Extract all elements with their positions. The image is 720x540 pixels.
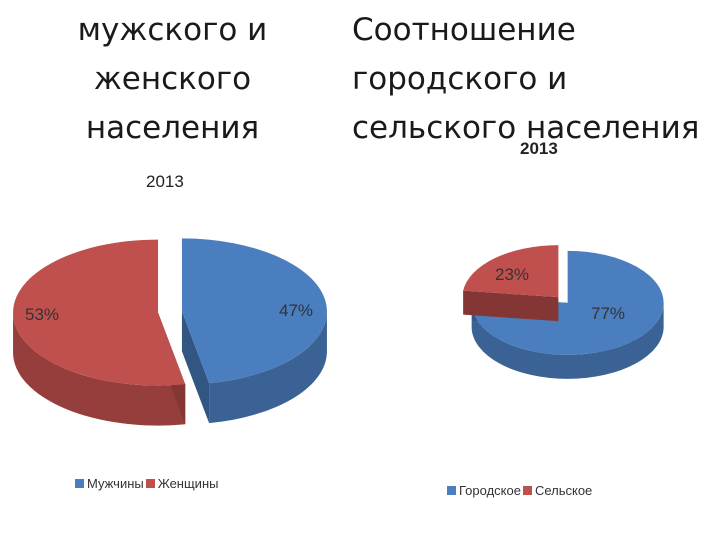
legend-item-urban: Городское bbox=[447, 483, 521, 498]
legend-label-urban: Городское bbox=[459, 483, 521, 498]
legend-item-rural: Сельское bbox=[522, 483, 593, 498]
legend-swatch-rural bbox=[522, 486, 532, 495]
legend-swatch-male bbox=[75, 479, 84, 488]
right-chart-title: Соотношение городского и сельского насел… bbox=[352, 12, 700, 146]
pie-slice-0 bbox=[181, 238, 327, 424]
legend-item-male: Мужчины bbox=[75, 476, 144, 491]
left-chart-title: мужского и женского населения bbox=[77, 12, 268, 146]
pie-data-label-1: 23% bbox=[495, 265, 529, 284]
legend-swatch-urban bbox=[447, 486, 456, 495]
legend-label-female: Женщины bbox=[157, 476, 219, 491]
pie-slice-1 bbox=[463, 245, 559, 322]
left-chart-year: 2013 bbox=[146, 172, 184, 191]
gender-legend: Мужчины Женщины bbox=[75, 476, 220, 491]
pie-slice-1 bbox=[13, 239, 186, 426]
legend-item-female: Женщины bbox=[145, 476, 219, 491]
urban-rural-legend: Городское Сельское bbox=[447, 483, 594, 498]
legend-label-male: Мужчины bbox=[87, 476, 144, 491]
pie-data-label-1: 53% bbox=[25, 305, 59, 324]
right-chart-year: 2013 bbox=[520, 139, 558, 158]
legend-swatch-female bbox=[145, 479, 155, 488]
pie-data-label-0: 47% bbox=[279, 301, 313, 320]
pie-data-label-0: 77% bbox=[591, 304, 625, 323]
legend-label-rural: Сельское bbox=[534, 483, 593, 498]
